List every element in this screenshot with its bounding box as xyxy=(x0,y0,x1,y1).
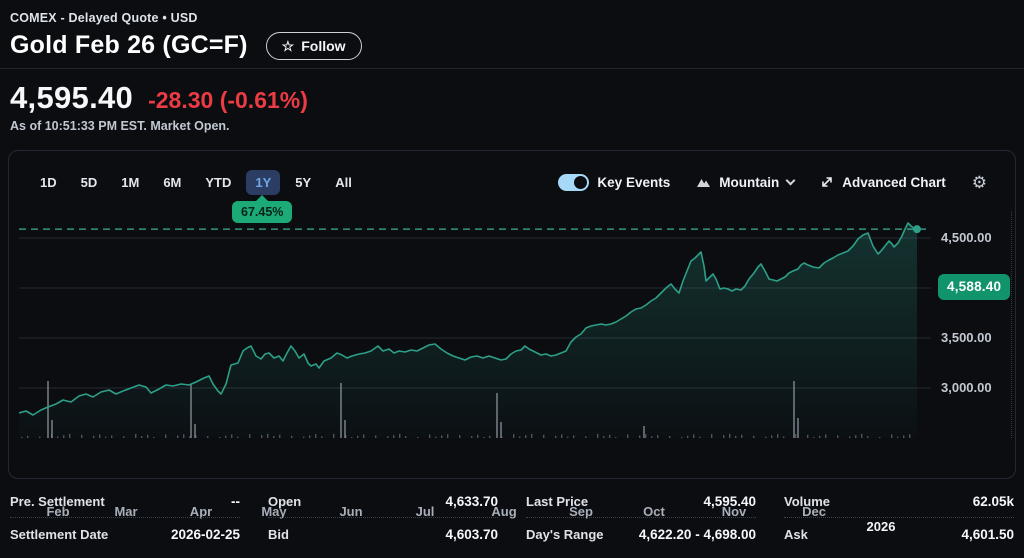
plot-right-border xyxy=(1011,211,1012,438)
price-area xyxy=(19,223,917,438)
x-axis-year-label: 2026 xyxy=(866,519,896,534)
range-button-6m[interactable]: 6M xyxy=(154,170,190,195)
star-icon: ☆ xyxy=(281,37,295,54)
period-gain-badge: 67.45% xyxy=(232,195,293,223)
chevron-down-icon xyxy=(785,175,796,185)
stat-value: 4,633.70 xyxy=(445,494,498,509)
x-axis-label-apr: Apr xyxy=(189,504,213,519)
range-button-1y[interactable]: 1Y xyxy=(246,169,281,195)
stat-label: Volume xyxy=(784,494,830,509)
x-axis-label-aug: Aug xyxy=(491,504,517,519)
header-divider xyxy=(0,68,1024,69)
key-events-control[interactable]: Key Events xyxy=(558,173,671,191)
last-price: 4,595.40 xyxy=(10,80,134,115)
stat-row: Ask 4,601.50 xyxy=(784,518,1014,550)
stat-label: Day's Range xyxy=(526,527,604,542)
key-events-label: Key Events xyxy=(597,174,671,190)
stat-label: Ask xyxy=(784,527,808,542)
stat-label: Open xyxy=(268,494,302,509)
stat-label: Settlement Date xyxy=(10,527,109,542)
y-axis-label: 4,500.00 xyxy=(941,230,992,245)
current-price-dot xyxy=(913,225,921,234)
stat-value: 2026-02-25 xyxy=(170,527,240,542)
stat-value: -- xyxy=(231,494,240,509)
stat-row: Day's Range 4,622.20 - 4,698.00 xyxy=(526,518,756,550)
mountain-icon xyxy=(697,179,711,187)
range-button-5y[interactable]: 5Y xyxy=(286,170,320,195)
stat-value: 4,595.40 xyxy=(703,494,756,509)
gain-badge-value: 67.45% xyxy=(232,201,293,223)
range-button-1d[interactable]: 1D xyxy=(31,170,66,195)
range-button-all[interactable]: All xyxy=(326,170,361,195)
quote-statistics: Pre. Settlement -- Settlement Date 2026-02-… xyxy=(0,479,1024,550)
page-title: Gold Feb 26 (GC=F) xyxy=(10,31,248,59)
expand-arrow-icon xyxy=(822,177,833,187)
stat-column: Open 4,633.70 Bid 4,603.70 xyxy=(268,485,498,550)
x-axis-label-jul: Jul xyxy=(415,504,435,519)
exchange-info: COMEX - Delayed Quote • USD xyxy=(10,11,198,25)
stat-row: Volume 62.05k xyxy=(784,485,1014,518)
x-axis-label-sep: Sep xyxy=(569,504,593,519)
x-axis-label-nov: Nov xyxy=(721,504,747,519)
stat-value: 4,603.70 xyxy=(445,527,498,542)
range-selector: 1D 5D 1M 6M YTD 1Y 5Y All xyxy=(31,169,361,195)
advanced-chart-button[interactable]: Advanced Chart xyxy=(820,175,946,190)
x-axis-label-oct: Oct xyxy=(643,504,665,519)
x-axis-label-mar: Mar xyxy=(114,504,138,519)
key-events-toggle[interactable] xyxy=(558,173,590,191)
y-axis-label: 3,000.00 xyxy=(941,380,992,395)
x-axis: Feb Mar Apr May Jun Jul Aug Sep Oct Nov Dec 2026 xyxy=(19,504,931,538)
chart-toolbar: 1D 5D 1M 6M YTD 1Y 5Y All Key Events Mountain xyxy=(9,167,1015,197)
price-change: -28.30 (-0.61%) xyxy=(148,87,308,113)
chart-type-dropdown[interactable]: Mountain xyxy=(696,174,796,190)
stat-column: Pre. Settlement -- Settlement Date 2026-02-… xyxy=(10,485,240,550)
range-button-1m[interactable]: 1M xyxy=(112,170,148,195)
current-price-badge: 4,588.40 xyxy=(938,274,1011,300)
price-chart[interactable]: 4,500.004,000.003,500.003,000.00 4,588.4… xyxy=(9,211,1017,534)
badge-arrow-up-icon xyxy=(256,195,269,201)
stat-value: 62.05k xyxy=(972,494,1014,509)
as-of-text: As of 10:51:33 PM EST. Market Open. xyxy=(10,119,230,133)
x-axis-label-may: May xyxy=(261,504,287,519)
x-axis-label-jun: Jun xyxy=(339,504,363,519)
follow-label: Follow xyxy=(301,37,346,54)
stat-row: Pre. Settlement -- xyxy=(10,485,240,518)
chart-canvas[interactable] xyxy=(19,211,931,438)
range-button-ytd[interactable]: YTD xyxy=(196,170,240,195)
stat-value: 4,622.20 - 4,698.00 xyxy=(638,527,756,542)
chart-panel: 1D 5D 1M 6M YTD 1Y 5Y All Key Events Mountain xyxy=(8,150,1017,534)
stat-row: Open 4,633.70 xyxy=(268,485,498,518)
follow-button[interactable]: ☆ Follow xyxy=(265,31,362,60)
stat-label: Last Price xyxy=(526,494,589,509)
stat-column: Last Price 4,595.40 Day's Range 4,622.20 - … xyxy=(526,485,756,550)
advanced-chart-label: Advanced Chart xyxy=(842,174,946,190)
stat-row: Last Price 4,595.40 xyxy=(526,485,756,518)
x-axis-label-feb: Feb xyxy=(46,504,70,519)
gear-icon[interactable]: ⚙ xyxy=(971,172,987,192)
x-axis-label-dec: Dec xyxy=(802,504,826,519)
range-button-5d[interactable]: 5D xyxy=(72,170,107,195)
stat-label: Pre. Settlement xyxy=(10,494,105,509)
y-axis-label: 3,500.00 xyxy=(941,330,992,345)
stat-value: 4,601.50 xyxy=(961,527,1014,542)
stat-column: Volume 62.05k Ask 4,601.50 xyxy=(784,485,1014,550)
stat-row: Bid 4,603.70 xyxy=(268,518,498,550)
price-line xyxy=(19,222,918,416)
stat-label: Bid xyxy=(268,527,289,542)
chart-type-label: Mountain xyxy=(719,174,780,190)
stat-row: Settlement Date 2026-02-25 xyxy=(10,518,240,550)
